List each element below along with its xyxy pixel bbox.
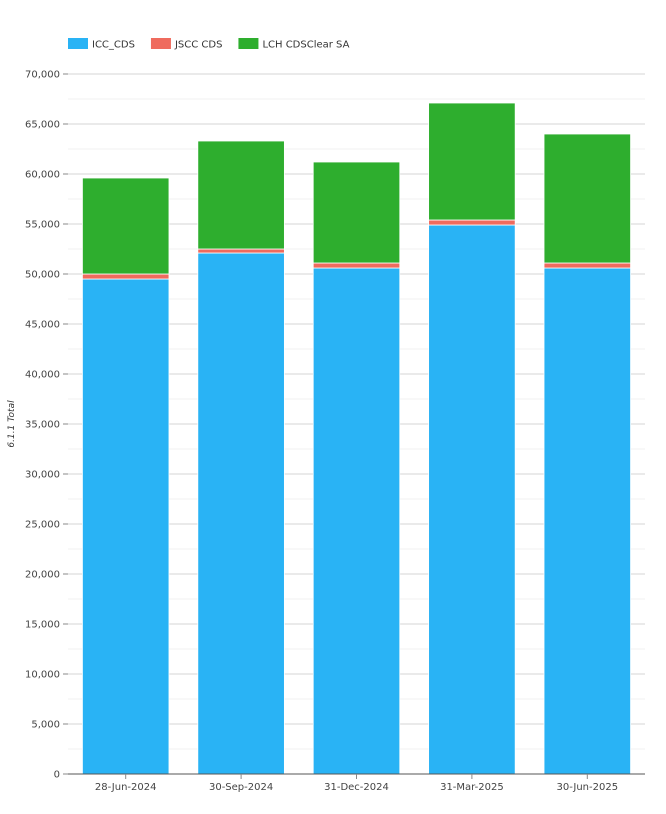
- y-tick-label: 65,000: [25, 120, 60, 131]
- bar-segment-lch-cdsclear-sa[interactable]: [82, 177, 170, 275]
- y-tick-label: 25,000: [25, 520, 60, 531]
- bar-segment-icc-cds[interactable]: [428, 224, 516, 775]
- legend-item-icc-cds[interactable]: ICC_CDS: [68, 38, 135, 51]
- y-axis-label: 6.1.1 Total: [7, 400, 17, 448]
- bar-segment-jscc-cds[interactable]: [312, 262, 401, 269]
- legend-item-jscc-cds[interactable]: JSCC CDS: [150, 38, 222, 51]
- legend-swatch: [238, 38, 259, 49]
- legend-swatch: [68, 38, 88, 49]
- y-tick-label: 40,000: [25, 370, 60, 381]
- bars: [82, 102, 631, 775]
- bar-segment-lch-cdsclear-sa[interactable]: [428, 102, 516, 221]
- bar-segment-icc-cds[interactable]: [312, 267, 401, 775]
- x-tick-label: 30-Jun-2025: [557, 782, 619, 793]
- bar-segment-lch-cdsclear-sa[interactable]: [197, 140, 285, 250]
- y-tick-label: 70,000: [25, 70, 60, 81]
- legend-label: JSCC CDS: [174, 40, 222, 51]
- bar-segment-lch-cdsclear-sa[interactable]: [543, 133, 631, 264]
- legend-label: LCH CDSClear SA: [262, 40, 349, 51]
- bar-segment-jscc-cds[interactable]: [82, 273, 170, 280]
- bar-segment-jscc-cds[interactable]: [543, 262, 631, 269]
- legend: ICC_CDS JSCC CDS LCH CDSClear SA: [68, 38, 350, 51]
- y-tick-label: 60,000: [25, 170, 60, 181]
- y-tick-label: 35,000: [25, 420, 60, 431]
- x-tick-label: 30-Sep-2024: [209, 782, 273, 793]
- y-tick-label: 10,000: [25, 670, 60, 681]
- y-tick-label: 55,000: [25, 220, 60, 231]
- bar-segment-icc-cds[interactable]: [197, 252, 285, 775]
- bar-segment-jscc-cds[interactable]: [428, 219, 516, 226]
- y-tick-label: 5,000: [31, 720, 60, 731]
- bar-segment-icc-cds[interactable]: [82, 278, 170, 775]
- x-tick-label: 31-Mar-2025: [440, 782, 504, 793]
- y-tick-labels: 0 5,000 10,000 15,000 20,000 25,000 30,000 35,0…: [25, 70, 68, 781]
- bar-segment-lch-cdsclear-sa[interactable]: [312, 161, 401, 264]
- y-tick-label: 0: [54, 770, 60, 781]
- y-tick-label: 45,000: [25, 320, 60, 331]
- legend-item-lch-cdsclear-sa[interactable]: LCH CDSClear SA: [238, 38, 350, 51]
- x-tick-label: 28-Jun-2024: [95, 782, 157, 793]
- bar-segment-jscc-cds[interactable]: [197, 248, 285, 254]
- y-tick-label: 20,000: [25, 570, 60, 581]
- y-tick-label: 50,000: [25, 270, 60, 281]
- legend-swatch: [150, 38, 171, 49]
- x-tick-label: 31-Dec-2024: [324, 782, 389, 793]
- x-tick-labels: 28-Jun-2024 30-Sep-2024 31-Dec-2024 31-Mar-…: [95, 774, 618, 793]
- y-tick-label: 15,000: [25, 620, 60, 631]
- bar-segment-icc-cds[interactable]: [543, 267, 631, 775]
- y-tick-label: 30,000: [25, 470, 60, 481]
- legend-label: ICC_CDS: [92, 40, 135, 51]
